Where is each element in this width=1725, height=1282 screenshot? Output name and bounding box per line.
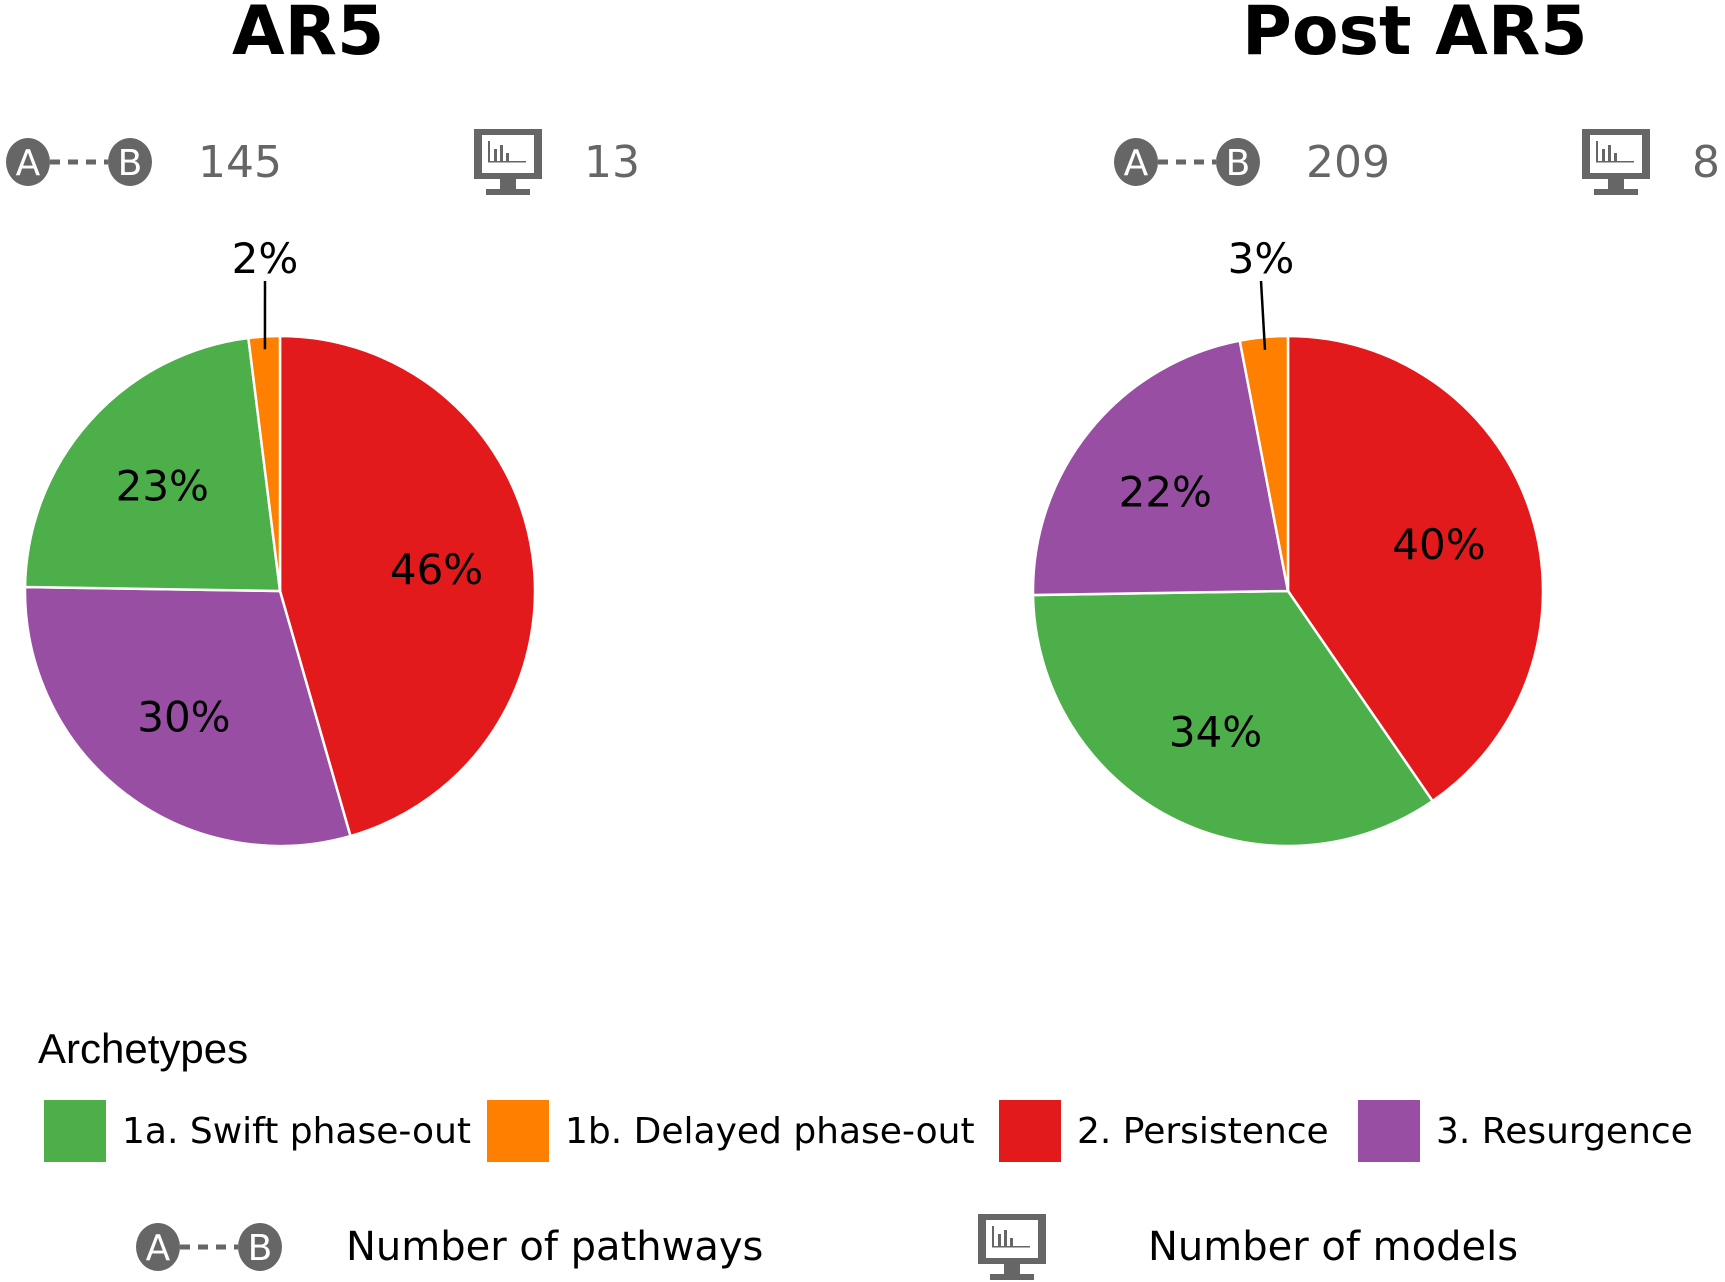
- slice-label: 34%: [1169, 708, 1262, 757]
- legend-swatch: [1358, 1100, 1420, 1162]
- slice-label: 30%: [137, 693, 230, 742]
- monitor-chart-icon: [976, 1212, 1048, 1282]
- pie-post-ar5: 40% 34% 22% 3%: [1033, 234, 1543, 846]
- legend-label: 1b. Delayed phase-out: [565, 1111, 975, 1152]
- legend-swatch: [999, 1100, 1061, 1162]
- slice-label: 46%: [390, 545, 483, 594]
- slice-label: 2%: [232, 234, 299, 283]
- pathways-key-label: Number of pathways: [346, 1224, 763, 1270]
- svg-text:A: A: [146, 1228, 171, 1269]
- legend-label: 3. Resurgence: [1436, 1111, 1693, 1152]
- legend-label: 1a. Swift phase-out: [122, 1111, 471, 1152]
- legend-label: 2. Persistence: [1077, 1111, 1329, 1152]
- legend-swatch: [487, 1100, 549, 1162]
- legend-item-swift: 1a. Swift phase-out: [44, 1100, 471, 1162]
- pie-charts: 46% 30% 23% 2% 40% 34% 22% 3%: [0, 0, 1725, 1000]
- pathways-icon: A B: [134, 1219, 284, 1275]
- models-key-label: Number of models: [1148, 1224, 1518, 1270]
- legend-item-resurgence: 3. Resurgence: [1358, 1100, 1693, 1162]
- pie-ar5: 46% 30% 23% 2%: [25, 234, 535, 846]
- svg-text:B: B: [248, 1228, 273, 1269]
- slice-label: 23%: [116, 461, 209, 510]
- legend-item-delayed: 1b. Delayed phase-out: [487, 1100, 975, 1162]
- slice-label: 40%: [1392, 520, 1485, 569]
- legend: 1a. Swift phase-out 1b. Delayed phase-ou…: [0, 1100, 1725, 1162]
- legend-item-persistence: 2. Persistence: [999, 1100, 1329, 1162]
- slice-label: 3%: [1228, 234, 1295, 283]
- pathways-key: A B Number of pathways: [134, 1212, 763, 1282]
- models-key: Number of models: [976, 1212, 1518, 1282]
- legend-title: Archetypes: [38, 1025, 248, 1073]
- legend-swatch: [44, 1100, 106, 1162]
- slice-label: 22%: [1119, 467, 1212, 516]
